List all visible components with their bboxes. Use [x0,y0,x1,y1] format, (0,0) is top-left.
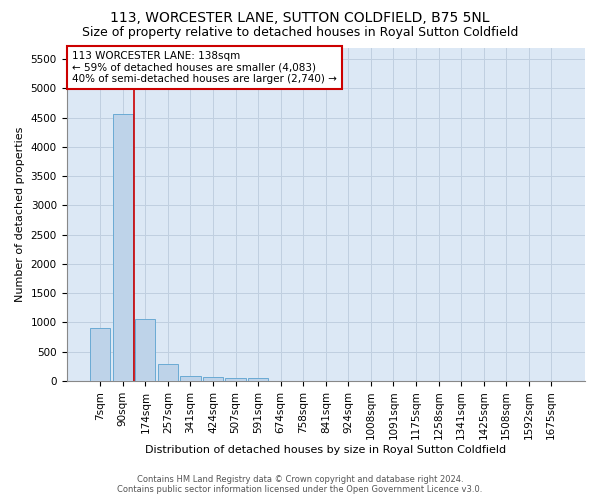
Bar [248,378,268,381]
Text: Size of property relative to detached houses in Royal Sutton Coldfield: Size of property relative to detached ho… [82,26,518,39]
Bar [90,328,110,381]
Bar [226,378,246,381]
X-axis label: Distribution of detached houses by size in Royal Sutton Coldfield: Distribution of detached houses by size … [145,445,506,455]
Text: Contains HM Land Registry data © Crown copyright and database right 2024.
Contai: Contains HM Land Registry data © Crown c… [118,474,482,494]
Y-axis label: Number of detached properties: Number of detached properties [15,126,25,302]
Bar [158,364,178,381]
Text: 113, WORCESTER LANE, SUTTON COLDFIELD, B75 5NL: 113, WORCESTER LANE, SUTTON COLDFIELD, B… [110,12,490,26]
Text: 113 WORCESTER LANE: 138sqm
← 59% of detached houses are smaller (4,083)
40% of s: 113 WORCESTER LANE: 138sqm ← 59% of deta… [72,51,337,84]
Bar [113,114,133,381]
Bar [135,319,155,381]
Bar [203,378,223,381]
Bar [181,376,200,381]
